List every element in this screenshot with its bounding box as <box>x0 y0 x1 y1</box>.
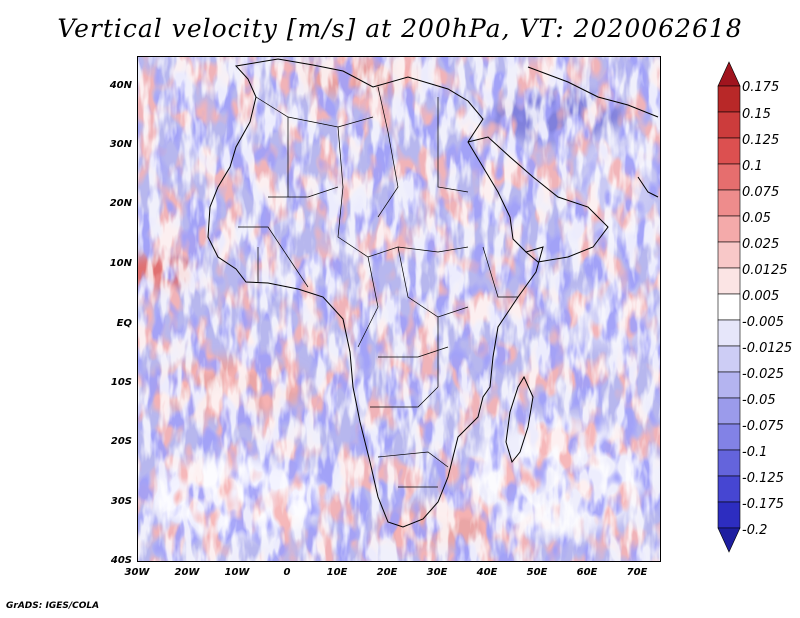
lon-label-0: 0 <box>283 567 291 578</box>
lon-label-30e: 30E <box>426 567 448 578</box>
colorbar-label: 0.075 <box>742 185 780 200</box>
colorbar-bin <box>717 85 741 113</box>
colorbar-bin <box>717 345 741 373</box>
colorbar-label: -0.0125 <box>742 341 793 356</box>
colorbar-label: 0.05 <box>742 211 771 226</box>
lon-label-70e: 70E <box>626 567 648 578</box>
colorbar-label: 0.005 <box>742 289 780 304</box>
map-panel <box>137 56 661 562</box>
lat-label-40s: 40S <box>110 555 132 566</box>
colorbar-label: -0.025 <box>742 367 784 382</box>
lon-label-10e: 10E <box>326 567 348 578</box>
lon-label-50e: 50E <box>526 567 548 578</box>
lon-label-20w: 20W <box>174 567 200 578</box>
lon-label-40e: 40E <box>476 567 498 578</box>
colorbar-bin <box>717 137 741 165</box>
colorbar-bin <box>717 397 741 425</box>
lon-label-20e: 20E <box>376 567 398 578</box>
lat-label-20s: 20S <box>110 436 132 447</box>
colorbar-label: -0.175 <box>742 497 784 512</box>
colorbar-label: -0.05 <box>742 393 776 408</box>
near-zero-streaks <box>138 57 660 561</box>
colorbar-bin <box>717 267 741 295</box>
colorbar-bin <box>717 501 741 529</box>
lon-label-60e: 60E <box>576 567 598 578</box>
colorbar-label: 0.15 <box>742 107 771 122</box>
colorbar-bin <box>717 61 741 87</box>
colorbar-bin <box>717 449 741 477</box>
colorbar-bin <box>717 293 741 321</box>
colorbar-bin <box>717 527 741 553</box>
colorbar-bin <box>717 241 741 269</box>
lat-label-eq: EQ <box>116 318 132 329</box>
lat-label-10s: 10S <box>110 377 132 388</box>
velocity-field-map <box>138 57 660 561</box>
colorbar-label: 0.025 <box>742 237 780 252</box>
colorbar-label: 0.0125 <box>742 263 788 278</box>
lat-label-10n: 10N <box>109 258 132 269</box>
colorbar <box>717 61 741 553</box>
coastlines <box>207 58 659 528</box>
colorbar-label: -0.2 <box>742 523 768 538</box>
lon-label-10w: 10W <box>224 567 250 578</box>
colorbar-bin <box>717 371 741 399</box>
colorbar-bin <box>717 319 741 347</box>
lat-label-40n: 40N <box>109 80 132 91</box>
lat-label-30n: 30N <box>109 139 132 150</box>
colorbar-label: -0.005 <box>742 315 784 330</box>
colorbar-label: -0.125 <box>742 471 784 486</box>
colorbar-bin <box>717 163 741 191</box>
lat-label-30s: 30S <box>110 496 132 507</box>
colorbar-label: 0.1 <box>742 159 763 174</box>
colorbar-bin <box>717 475 741 503</box>
colorbar-bin <box>717 189 741 217</box>
footer-credit: GrADS: IGES/COLA <box>6 601 100 611</box>
colorbar-label: 0.175 <box>742 80 780 95</box>
lat-label-20n: 20N <box>109 198 132 209</box>
map-title: Vertical velocity [m/s] at 200hPa, VT: 2… <box>57 14 743 43</box>
colorbar-bin <box>717 423 741 451</box>
colorbar-label: -0.1 <box>742 445 768 460</box>
colorbar-label: -0.075 <box>742 419 784 434</box>
colorbar-label: 0.125 <box>742 133 780 148</box>
lon-label-30w: 30W <box>124 567 150 578</box>
colorbar-bin <box>717 111 741 139</box>
colorbar-bin <box>717 215 741 243</box>
country-borders <box>238 86 518 488</box>
